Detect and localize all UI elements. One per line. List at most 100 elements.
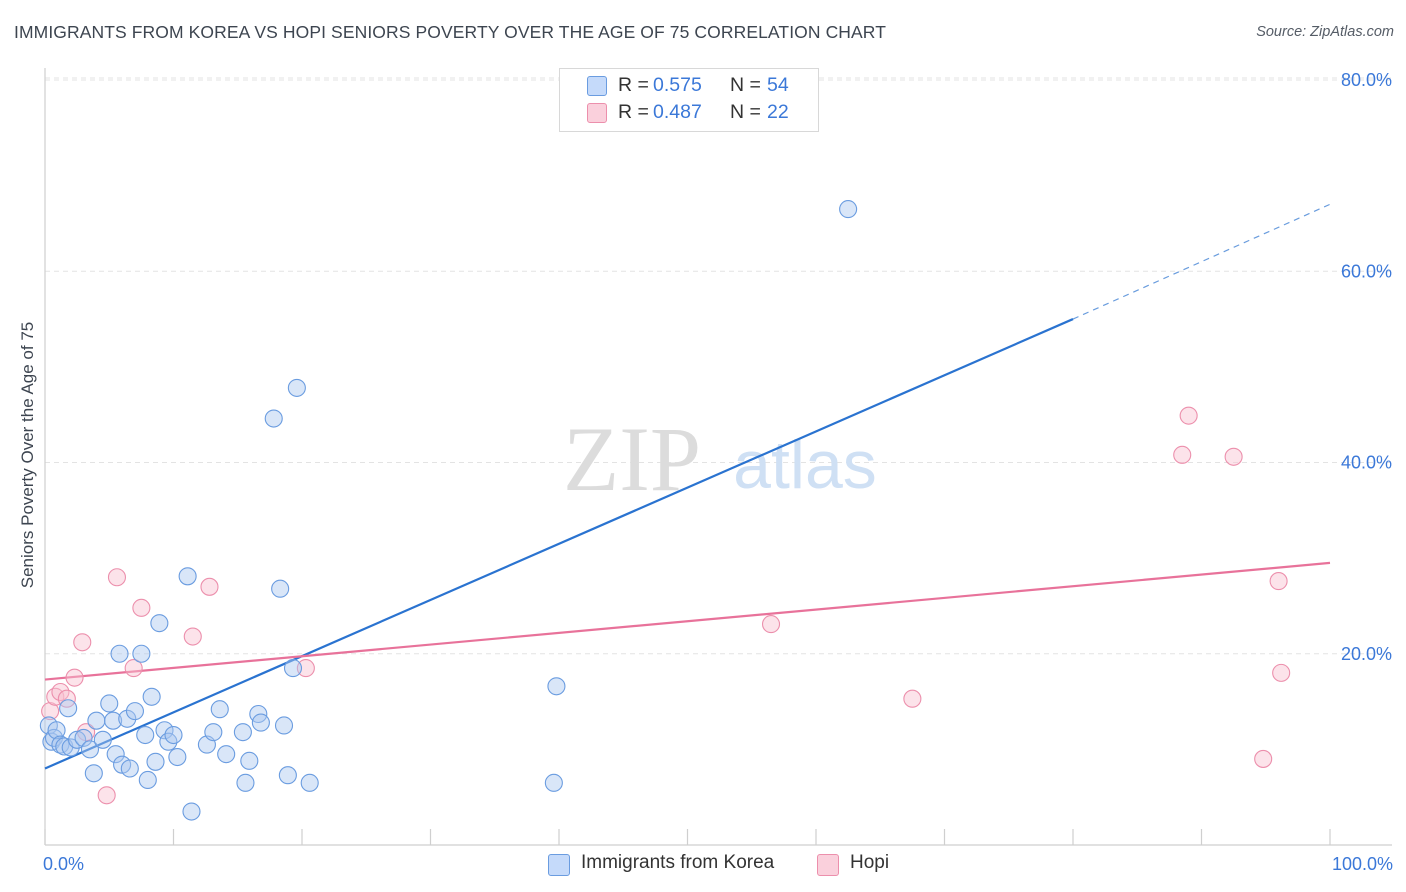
bottom-hopi-label: Hopi bbox=[850, 852, 890, 873]
korea-r-label: R = bbox=[618, 74, 649, 96]
hopi-point bbox=[903, 689, 922, 708]
hopi-point bbox=[46, 687, 65, 706]
hopi-point bbox=[107, 568, 127, 587]
hopi-point bbox=[97, 786, 116, 805]
korea-point bbox=[68, 730, 87, 749]
korea-point bbox=[839, 200, 858, 219]
hopi-n-value: 22 bbox=[767, 101, 789, 123]
hopi-point bbox=[1269, 572, 1288, 591]
hopi-point bbox=[183, 627, 202, 646]
axes bbox=[44, 68, 1392, 846]
korea-point bbox=[233, 723, 252, 742]
bottom-korea-swatch bbox=[548, 854, 570, 876]
hopi-point bbox=[1173, 445, 1192, 464]
korea-point bbox=[87, 711, 106, 730]
korea-point bbox=[217, 745, 236, 764]
bottom-hopi-swatch bbox=[817, 854, 839, 876]
korea-point bbox=[142, 687, 161, 706]
korea-point bbox=[236, 773, 255, 792]
y-tick-label-60: 60.0% bbox=[1341, 261, 1392, 281]
korea-trend-extension bbox=[1072, 203, 1331, 320]
hopi-point bbox=[73, 633, 92, 652]
korea-point bbox=[274, 716, 294, 735]
korea-point bbox=[59, 699, 78, 718]
hopi-point bbox=[132, 598, 151, 617]
korea-point bbox=[210, 700, 229, 719]
watermark-atlas: atlas bbox=[733, 427, 877, 503]
korea-point bbox=[146, 752, 165, 771]
y-tick-label-80: 80.0% bbox=[1341, 70, 1392, 90]
korea-point bbox=[155, 721, 174, 740]
hopi-point bbox=[1254, 749, 1273, 768]
watermark-zip: ZIP bbox=[563, 408, 701, 510]
korea-point bbox=[271, 579, 290, 598]
korea-point bbox=[136, 725, 155, 745]
korea-point bbox=[278, 766, 297, 785]
bottom-korea-label: Immigrants from Korea bbox=[581, 852, 775, 873]
korea-point bbox=[138, 770, 157, 790]
korea-point bbox=[100, 694, 119, 713]
hopi-trend-line bbox=[44, 561, 1331, 681]
hopi-point bbox=[1179, 406, 1198, 425]
data-points bbox=[39, 200, 1291, 821]
hopi-point bbox=[124, 659, 143, 678]
korea-point bbox=[287, 378, 306, 397]
watermark: ZIP atlas bbox=[563, 408, 877, 510]
korea-point bbox=[168, 747, 187, 767]
x-tick-label-max: 100.0% bbox=[1332, 854, 1393, 874]
korea-point bbox=[240, 751, 259, 770]
trend-lines bbox=[44, 203, 1331, 770]
korea-point bbox=[61, 738, 80, 757]
hopi-point bbox=[41, 702, 60, 721]
hopi-point bbox=[1272, 663, 1291, 682]
legend-row-hopi: R = 0.487 N = 22 bbox=[560, 101, 818, 127]
korea-swatch bbox=[587, 76, 607, 96]
korea-point bbox=[93, 730, 112, 749]
hopi-point bbox=[761, 615, 781, 634]
korea-point bbox=[178, 567, 197, 586]
hopi-point bbox=[1224, 447, 1243, 466]
korea-point bbox=[74, 728, 93, 747]
hopi-point bbox=[51, 682, 70, 702]
korea-point bbox=[104, 711, 123, 730]
korea-point bbox=[118, 709, 137, 728]
korea-point bbox=[125, 702, 144, 721]
korea-point bbox=[251, 713, 270, 732]
stats-legend: R = 0.575 N = 54 R = 0.487 N = 22 bbox=[559, 68, 819, 132]
korea-point bbox=[164, 725, 183, 745]
korea-trend-line bbox=[44, 318, 1074, 770]
korea-point bbox=[47, 721, 66, 740]
hopi-r-value: 0.487 bbox=[653, 101, 702, 123]
gridlines bbox=[45, 77, 1392, 655]
y-tick-label-40: 40.0% bbox=[1341, 453, 1392, 473]
korea-point bbox=[110, 644, 129, 663]
korea-point bbox=[150, 614, 169, 633]
x-tick-label-min: 0.0% bbox=[43, 854, 84, 874]
korea-point bbox=[106, 745, 125, 764]
hopi-point bbox=[57, 689, 76, 708]
korea-point bbox=[300, 773, 319, 792]
korea-point bbox=[544, 773, 563, 792]
korea-point bbox=[182, 802, 201, 821]
korea-point bbox=[547, 677, 566, 696]
legend-row-korea: R = 0.575 N = 54 bbox=[560, 74, 818, 100]
korea-point bbox=[120, 759, 139, 778]
korea-point bbox=[264, 409, 283, 428]
hopi-r-label: R = bbox=[618, 101, 649, 123]
korea-point bbox=[283, 659, 303, 678]
hopi-swatch bbox=[587, 103, 607, 123]
y-tick-label-20: 20.0% bbox=[1341, 644, 1392, 664]
korea-r-value: 0.575 bbox=[653, 74, 702, 96]
korea-n-value: 54 bbox=[767, 74, 789, 96]
korea-point bbox=[84, 764, 103, 783]
chart-title: IMMIGRANTS FROM KOREA VS HOPI SENIORS PO… bbox=[14, 22, 887, 42]
source-credit: Source: ZipAtlas.com bbox=[1256, 24, 1394, 40]
hopi-point bbox=[65, 668, 84, 687]
hopi-point bbox=[200, 577, 219, 596]
korea-point bbox=[132, 644, 151, 663]
korea-point bbox=[204, 723, 223, 742]
korea-point bbox=[80, 740, 100, 759]
korea-n-label: N = bbox=[730, 74, 761, 96]
hopi-point bbox=[296, 659, 315, 678]
